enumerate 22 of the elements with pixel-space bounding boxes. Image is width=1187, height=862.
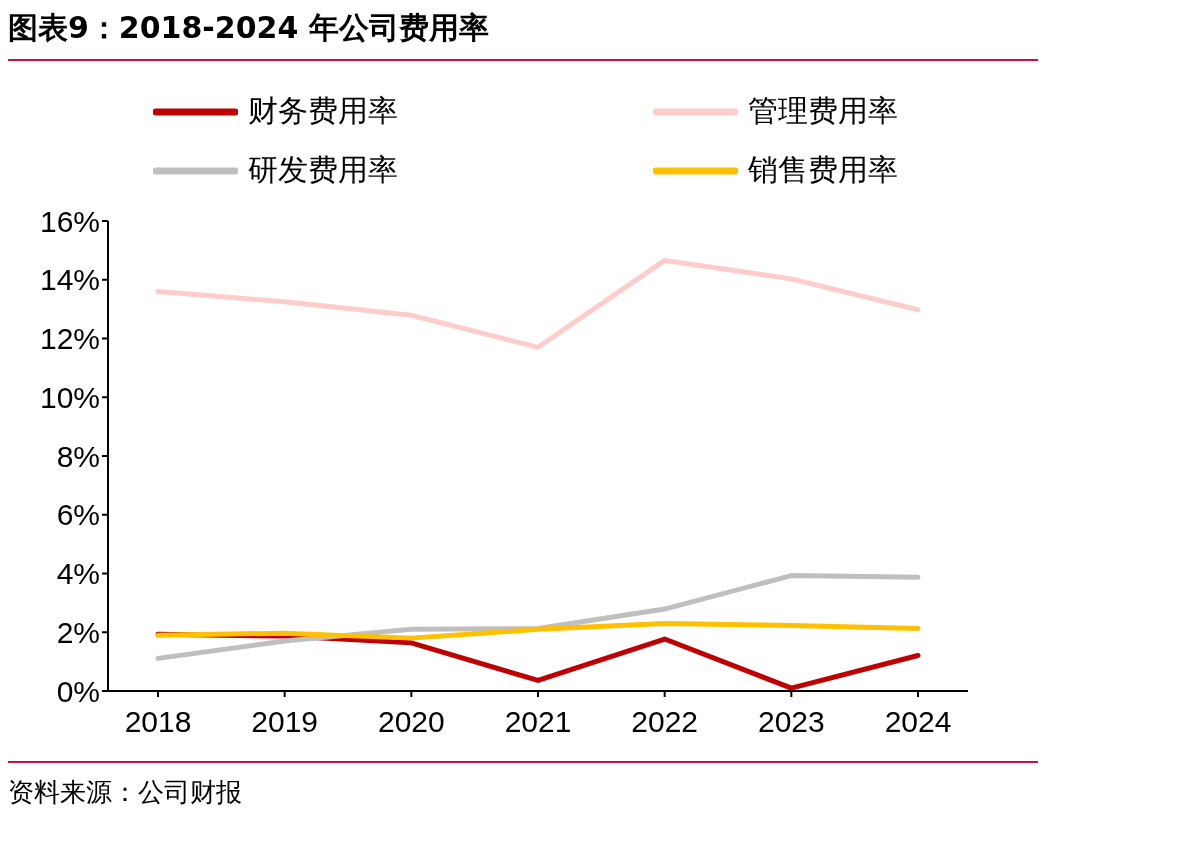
x-tick-label: 2023 (757, 705, 825, 739)
y-tick-label: 10% (39, 380, 100, 414)
text: 资料来源：公司财报 (8, 776, 243, 809)
x-tick-label: 2019 (251, 705, 319, 739)
y-tick-label: 14% (39, 263, 100, 297)
y-tick-label: 0% (56, 674, 100, 708)
y-tick-label: 12% (39, 322, 100, 356)
y-tick-label: 4% (56, 557, 100, 591)
y-tick-label: 8% (56, 439, 100, 473)
y-tick-label: 6% (56, 498, 100, 532)
y-tick-label: 16% (39, 204, 100, 238)
x-tick-label: 2022 (631, 705, 699, 739)
x-tick-label: 2020 (377, 705, 445, 739)
legend-label: 财务费用率 (248, 92, 398, 130)
legend-label: 销售费用率 (748, 151, 898, 189)
x-tick-label: 2021 (504, 705, 572, 739)
legend-label: 研发费用率 (248, 151, 398, 189)
legend-label: 管理费用率 (748, 92, 898, 130)
x-tick-label: 2018 (124, 705, 192, 739)
x-tick-label: 2024 (884, 705, 952, 739)
chart-title: 图表9：2018-2024 年公司费用率 (8, 8, 1038, 61)
y-tick-label: 2% (56, 615, 100, 649)
